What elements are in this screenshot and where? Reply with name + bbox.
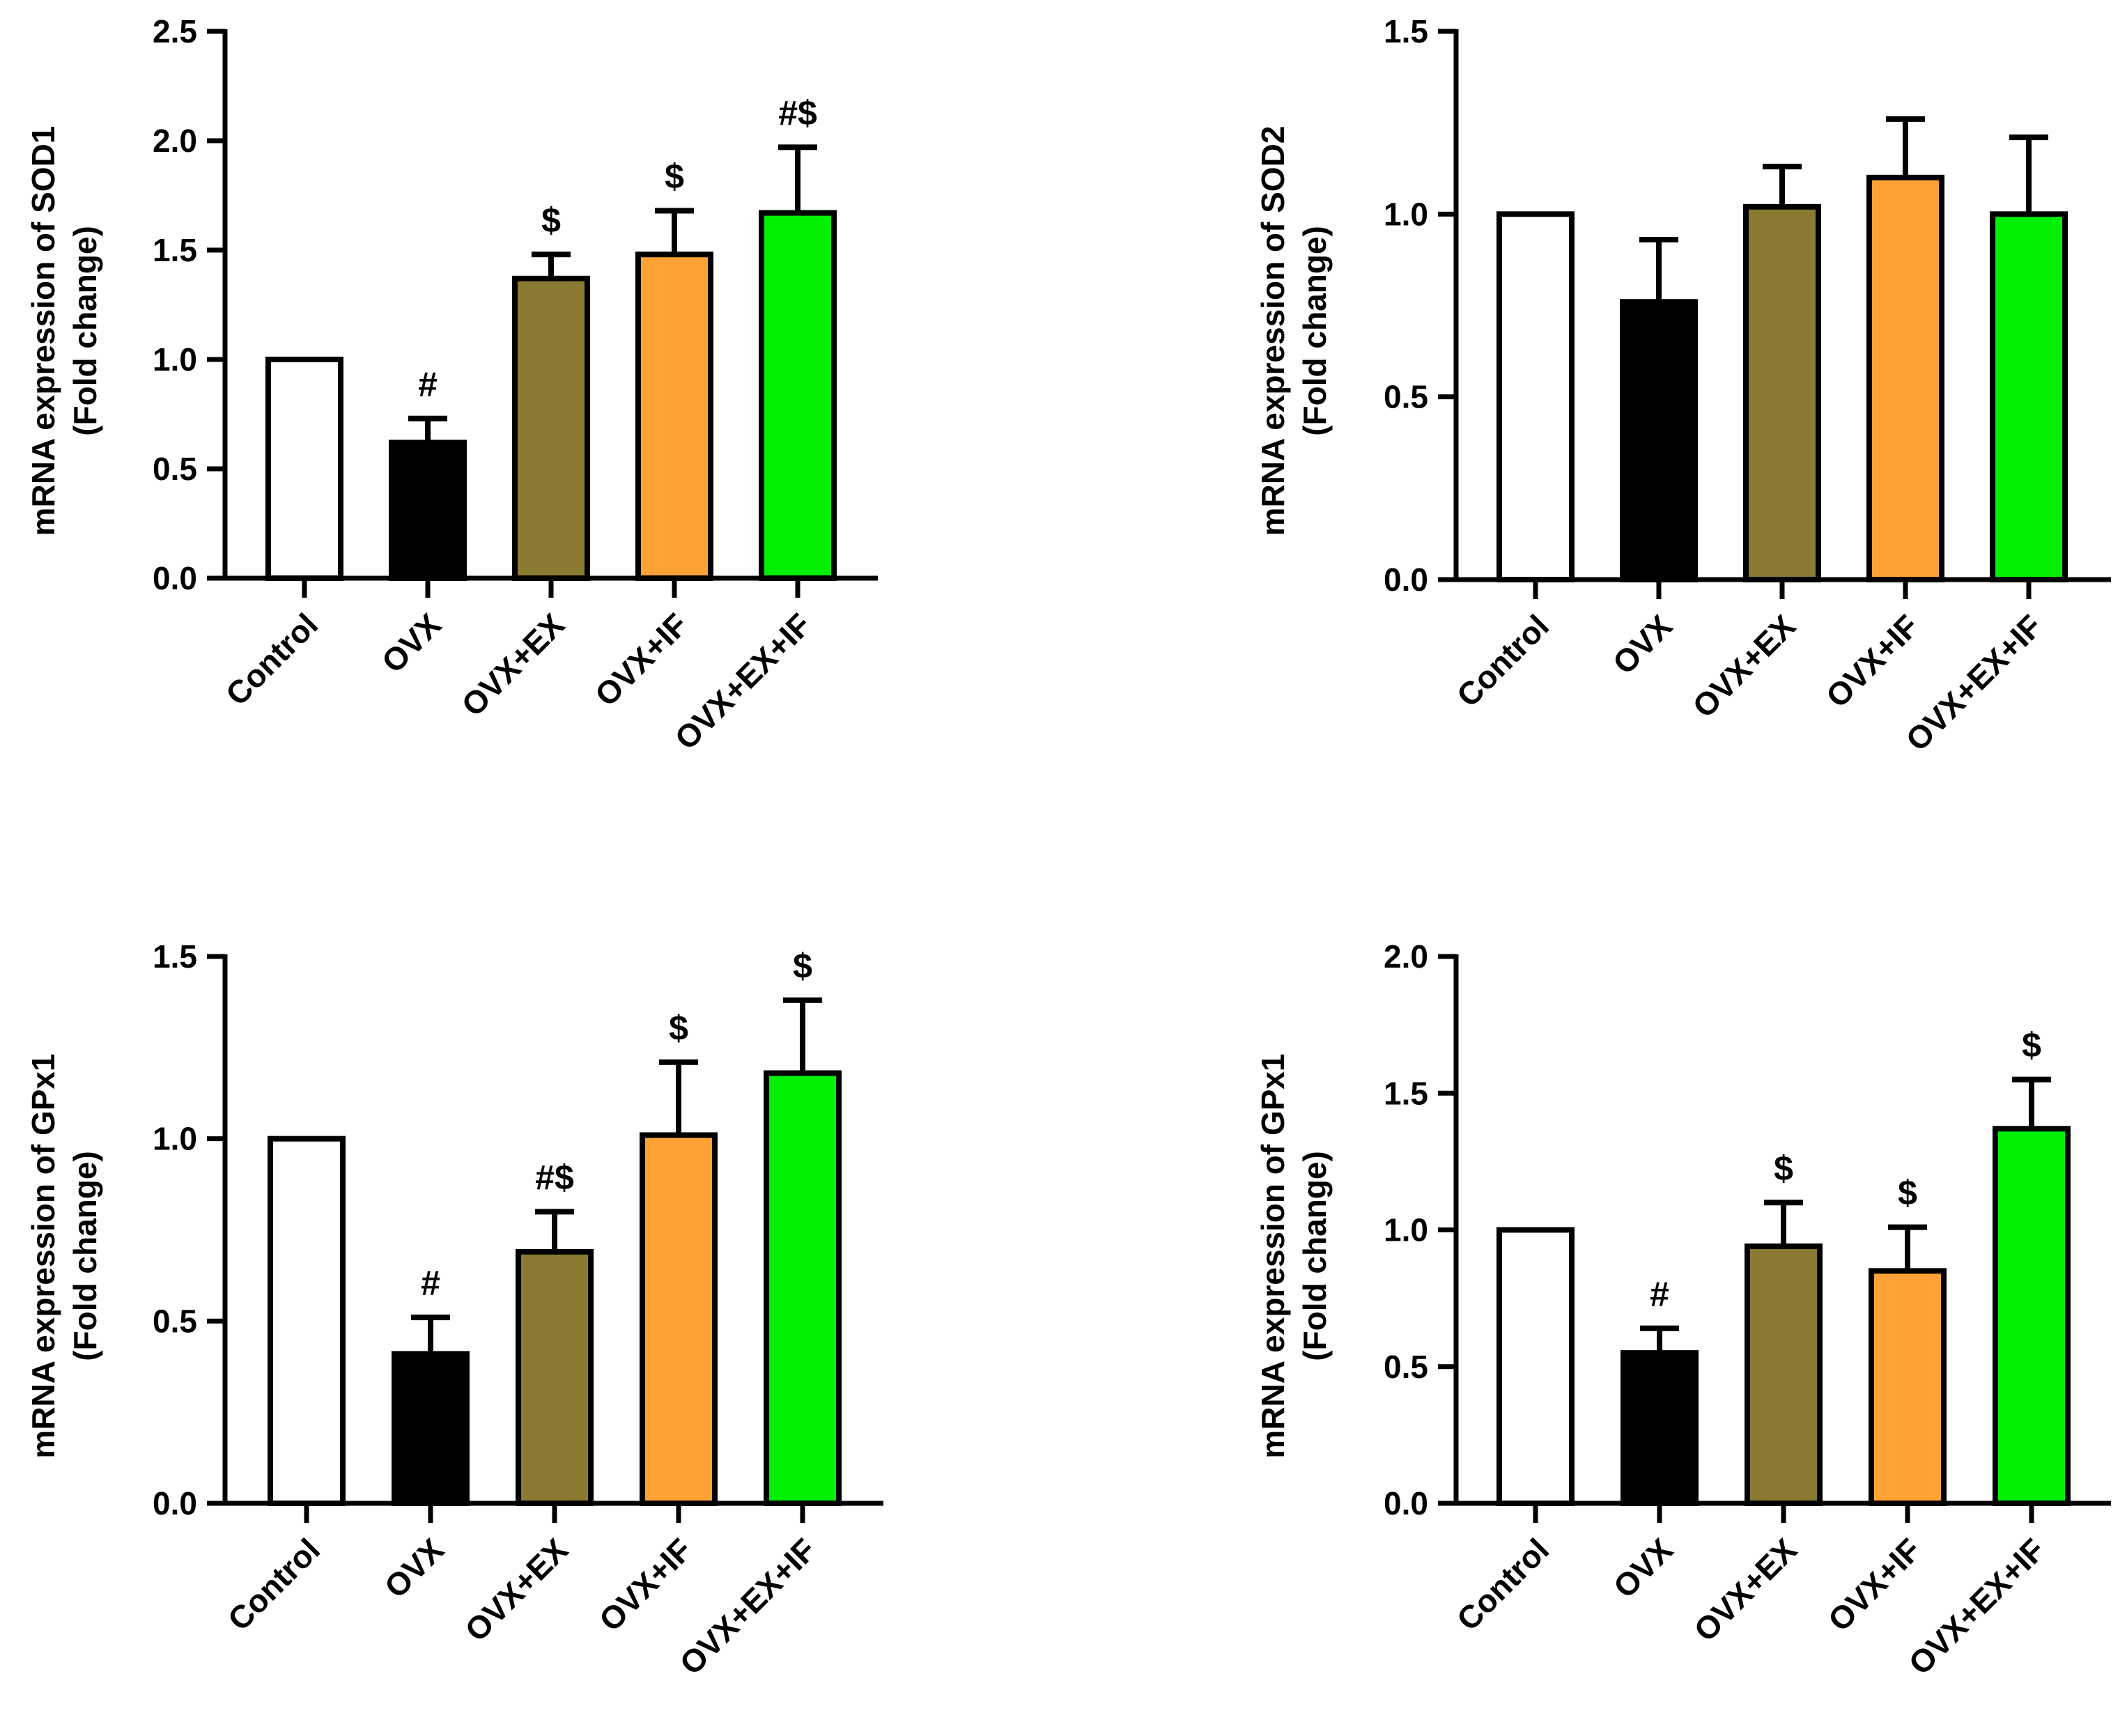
x-tick-label: OVX+IF [1821, 1531, 1928, 1638]
y-tick-label: 0.0 [1384, 1485, 1428, 1521]
x-tick-label: OVX+IF [1819, 607, 1926, 714]
y-tick-label: 0.5 [1384, 1349, 1428, 1385]
y-tick-label: 1.0 [153, 1121, 197, 1157]
bar-ovx-plus-ex [1745, 1243, 1823, 1507]
significance-marker: # [421, 1264, 440, 1303]
x-tick-label: Control [221, 1531, 327, 1637]
y-tick-label: 0.0 [1384, 561, 1428, 598]
significance-marker: # [418, 365, 438, 404]
bar-control [1496, 1227, 1575, 1506]
y-tick-label: 0.0 [153, 560, 197, 596]
y-tick-label: 1.5 [153, 938, 197, 975]
panel-sod2: mRNA expression of SOD2 (Fold change) 0.… [1255, 13, 2111, 758]
bar-control [1496, 211, 1575, 583]
bar-ovx-plus-if [1866, 174, 1944, 583]
y-axis-label-line1: mRNA expression of SOD2 [1255, 126, 1291, 536]
y-tick-label: 2.0 [153, 123, 197, 159]
significance-marker: $ [669, 1009, 688, 1048]
y-tick-label: 0.0 [153, 1485, 197, 1521]
bar-ovx-plus-ex-plus-if [764, 1070, 842, 1506]
x-tick-label: OVX+EX [454, 606, 571, 723]
bar-ovx-plus-ex-plus-if [759, 210, 837, 581]
significance-marker: #$ [778, 93, 817, 132]
y-tick-label: 1.0 [153, 341, 197, 378]
bar-ovx-plus-ex [1743, 203, 1821, 582]
bar-ovx [389, 440, 467, 581]
x-tick-label: Control [1450, 1531, 1556, 1637]
x-tick-label: OVX [1606, 607, 1680, 681]
x-tick-label: OVX [1607, 1531, 1680, 1605]
y-tick-label: 1.0 [1384, 196, 1428, 232]
x-tick-label: Control [1450, 607, 1556, 713]
bar-control [265, 357, 343, 581]
y-tick-label: 1.5 [153, 232, 197, 268]
x-tick-label: OVX+IF [592, 1531, 699, 1638]
significance-marker: # [1650, 1275, 1669, 1314]
bar-ovx-plus-if [1869, 1268, 1947, 1506]
y-axis-label-line1: mRNA expression of GPx1 [25, 1053, 61, 1458]
significance-marker: $ [1898, 1174, 1917, 1213]
y-tick-label: 0.5 [1384, 379, 1428, 415]
y-tick-label: 2.0 [1384, 938, 1428, 975]
bar-ovx-plus-if [635, 251, 713, 581]
bar-ovx [392, 1351, 470, 1507]
x-tick-label: OVX [375, 606, 449, 680]
bar-ovx-plus-ex-plus-if [1990, 211, 2068, 583]
significance-marker: $ [1774, 1149, 1793, 1188]
y-axis-label-line2: (Fold change) [67, 1151, 103, 1361]
y-tick-label: 1.5 [1384, 1075, 1428, 1111]
y-axis-label-line2: (Fold change) [67, 226, 103, 436]
x-tick-label: OVX+EX [458, 1531, 575, 1648]
y-tick-label: 2.5 [153, 13, 197, 49]
bar-ovx [1621, 1350, 1699, 1506]
significance-marker: $ [793, 947, 812, 986]
significance-marker: #$ [535, 1158, 574, 1197]
x-tick-label: OVX+EX [1687, 1531, 1804, 1648]
x-tick-label: OVX [378, 1531, 451, 1605]
y-axis-label-line2: (Fold change) [1297, 226, 1333, 436]
significance-marker: $ [665, 157, 684, 196]
y-axis-label-line2: (Fold change) [1297, 1151, 1333, 1361]
x-tick-label: OVX+EX [1685, 607, 1802, 724]
bar-ovx-plus-ex [516, 1248, 594, 1507]
x-tick-label: Control [219, 606, 325, 712]
bar-ovx-plus-ex [512, 275, 590, 581]
y-axis-label-line1: mRNA expression of GPx1 [1255, 1053, 1291, 1458]
panel-gpx1-left: mRNA expression of GPx1 (Fold change) 0.… [25, 938, 883, 1682]
y-tick-label: 1.0 [1384, 1212, 1428, 1248]
bar-control [268, 1136, 346, 1506]
y-axis-label-line1: mRNA expression of SOD1 [25, 126, 61, 536]
significance-marker: $ [541, 201, 561, 240]
bar-ovx-plus-ex-plus-if [1993, 1126, 2071, 1506]
y-tick-label: 1.5 [1384, 13, 1428, 49]
bar-ovx [1620, 299, 1698, 582]
y-tick-label: 0.5 [153, 1303, 197, 1339]
panel-gpx1-right: mRNA expression of GPx1 (Fold change) 0.… [1255, 938, 2111, 1682]
panel-sod1: mRNA expression of SOD1 (Fold change) 0.… [25, 13, 878, 757]
y-tick-label: 0.5 [153, 451, 197, 487]
significance-marker: $ [2022, 1026, 2041, 1065]
x-tick-label: OVX+IF [588, 606, 695, 713]
bar-ovx-plus-if [640, 1132, 718, 1506]
